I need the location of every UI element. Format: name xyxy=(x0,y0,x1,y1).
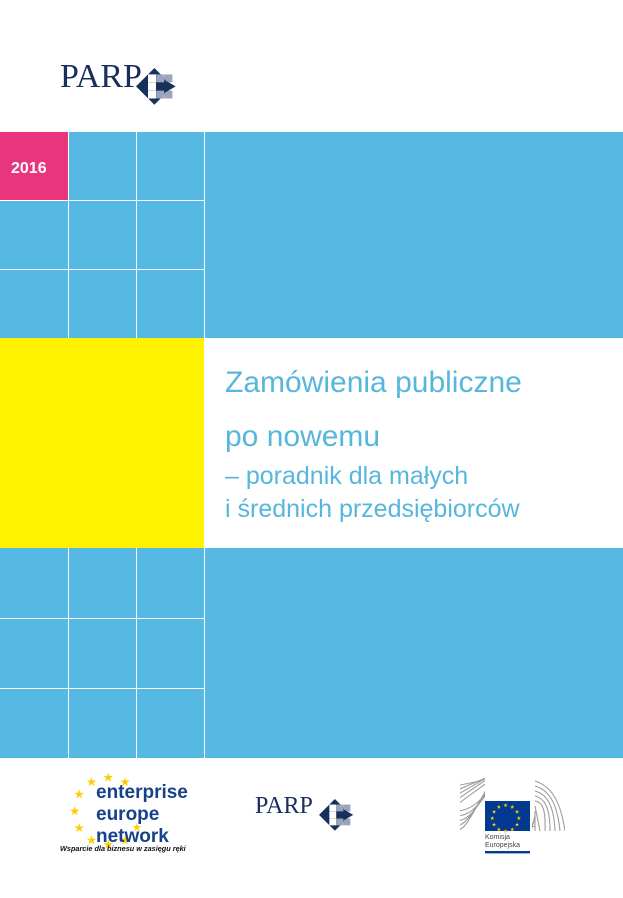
svg-text:Europejska: Europejska xyxy=(485,842,520,849)
svg-text:Komisja: Komisja xyxy=(485,834,510,841)
